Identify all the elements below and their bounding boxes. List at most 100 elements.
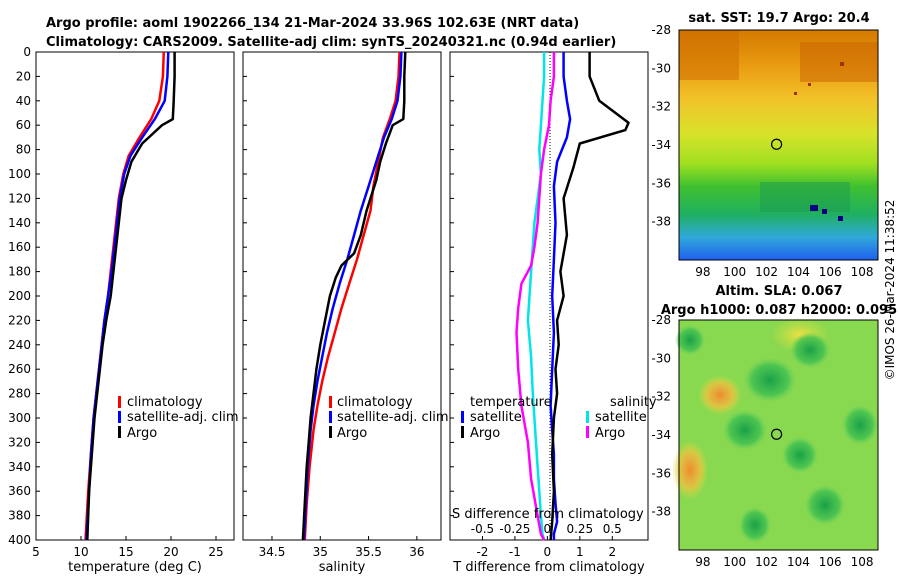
y-tick-label: 380 — [8, 509, 31, 523]
sst-pixel — [794, 92, 797, 95]
s-difference-tick-labels: -0.5 -0.25 0 0.25 0.5 — [471, 522, 622, 536]
difference-panel: -2 -1 0 1 2 -0.5 -0.25 0 0.25 0.5 S difference f… — [449, 51, 657, 575]
lat-tick-label: -36 — [651, 176, 671, 190]
sla-lon-tick-labels: 98 100 102 104 106 108 — [695, 555, 873, 569]
y-tick-label: 180 — [8, 265, 31, 279]
legend-argo: Argo — [337, 426, 367, 441]
lon-tick-label: 98 — [695, 555, 710, 569]
y-tick-label: 140 — [8, 216, 31, 230]
series-line-temperature-argo — [549, 52, 630, 541]
difference-series — [515, 52, 630, 541]
legend-argo: Argo — [127, 426, 157, 441]
x-tick-label: 2 — [608, 545, 616, 559]
x-tick-label: -1 — [509, 545, 521, 559]
lat-tick-label: -32 — [651, 390, 671, 404]
depth-tick-labels: 0 20 40 60 80 100 120 140 160 180 200 220 240 260 280 3… — [8, 45, 454, 547]
lat-tick-label: -30 — [651, 61, 671, 75]
lon-tick-label: 108 — [851, 265, 874, 279]
legend-satellite-adj: satellite-adj. clim — [337, 410, 449, 425]
lon-tick-label: 100 — [723, 265, 746, 279]
series-line-salinity-argo — [515, 52, 556, 541]
lon-tick-label: 102 — [755, 265, 778, 279]
temperature-tick-labels: 5 10 15 20 25 — [32, 536, 224, 559]
x-tick-label: 25 — [208, 545, 223, 559]
y-tick-label: 60 — [16, 118, 31, 132]
title-line1: Argo profile: aoml 1902266_134 21-Mar-20… — [46, 16, 579, 31]
salinity-axes-frame — [242, 51, 442, 541]
sla-map-title-line2: Argo h1000: 0.087 h2000: 0.095 — [661, 303, 897, 318]
legend-s-argo: Argo — [595, 426, 625, 441]
sla-eddy — [790, 332, 830, 368]
legend-swatch-t-argo — [461, 426, 464, 438]
legend-swatch-s-argo — [586, 426, 589, 438]
x-tick-label: 36 — [409, 545, 424, 559]
imos-credit: ©IMOS 26-Mar-2024 11:38:52 — [883, 200, 897, 381]
y-tick-label: 280 — [8, 387, 31, 401]
y-tick-label: 0 — [23, 45, 31, 59]
salinity-xlabel: salinity — [319, 560, 366, 575]
t-difference-xlabel: T difference from climatology — [452, 560, 645, 575]
sla-eddy — [782, 437, 818, 473]
series-line-argo — [86, 52, 176, 541]
x-tick-label: 10 — [73, 545, 88, 559]
temperature-series — [84, 51, 176, 541]
lat-tick-label: -28 — [651, 313, 671, 327]
temperature-panel: 0 20 40 60 80 100 120 140 160 180 200 220 240 260 280 3… — [8, 45, 454, 575]
difference-axes-frame — [449, 51, 649, 541]
sla-eddy — [744, 358, 796, 402]
lat-tick-label: -30 — [651, 351, 671, 365]
salinity-panel: 34.5 35 35.5 36 salinity climatology satell… — [242, 51, 449, 575]
y-tick-label: 260 — [8, 362, 31, 376]
x-tick-label: 1 — [576, 545, 584, 559]
temperature-axes-frame — [35, 51, 235, 541]
x-tick-label: 0 — [544, 545, 552, 559]
lon-tick-label: 104 — [787, 265, 810, 279]
sla-map-title-line1: Altim. SLA: 0.067 — [716, 284, 843, 299]
lat-tick-label: -38 — [651, 215, 671, 229]
sla-eddy — [675, 325, 705, 355]
y-tick-label: 40 — [16, 94, 31, 108]
legend-t-argo: Argo — [470, 426, 500, 441]
sst-pixel — [840, 62, 844, 66]
lat-tick-label: -32 — [651, 100, 671, 114]
sst-cool-patch — [760, 182, 850, 212]
s-tick-label: 0 — [544, 522, 552, 536]
sst-pixel — [808, 83, 811, 86]
x-tick-label: 5 — [32, 545, 40, 559]
legend-climatology: climatology — [127, 395, 203, 410]
lat-tick-label: -34 — [651, 138, 671, 152]
x-tick-label: 35 — [313, 545, 328, 559]
lon-tick-label: 100 — [723, 555, 746, 569]
lat-tick-label: -34 — [651, 428, 671, 442]
sla-eddy — [698, 375, 742, 415]
s-tick-label: 0.5 — [603, 522, 622, 536]
title-line2: Climatology: CARS2009. Satellite-adj cli… — [46, 35, 616, 50]
y-tick-label: 80 — [16, 143, 31, 157]
argo-location-marker — [770, 138, 783, 150]
lat-tick-label: -38 — [651, 505, 671, 519]
lon-tick-label: 108 — [851, 555, 874, 569]
sst-pixel — [838, 216, 843, 221]
legend-swatch-s-satellite — [586, 411, 589, 423]
temperature-xlabel: temperature (deg C) — [68, 560, 202, 575]
salinity-series — [301, 51, 407, 541]
t-difference-tick-labels: -2 -1 0 1 2 — [476, 536, 616, 559]
sst-warm-patch — [679, 30, 739, 80]
s-tick-label: 0.25 — [566, 522, 593, 536]
s-tick-label: -0.5 — [471, 522, 494, 536]
sla-map-frame — [678, 319, 879, 551]
sla-eddy — [805, 485, 845, 525]
legend-swatch-climatology — [329, 396, 332, 408]
series-line-satellite-adj-clim — [85, 51, 170, 541]
s-tick-label: -0.25 — [499, 522, 530, 536]
y-tick-label: 360 — [8, 484, 31, 498]
lon-tick-label: 106 — [819, 265, 842, 279]
sst-map: sat. SST: 19.7 Argo: 20.4 -28 -30 -32 -34 -3… — [651, 11, 879, 279]
legend-s-satellite: satellite — [595, 410, 647, 425]
series-line-argo — [301, 51, 407, 541]
sla-eddy — [739, 507, 771, 543]
y-tick-label: 20 — [16, 69, 31, 83]
x-tick-label: -2 — [476, 545, 488, 559]
legend-satellite-adj: satellite-adj. clim — [127, 410, 239, 425]
